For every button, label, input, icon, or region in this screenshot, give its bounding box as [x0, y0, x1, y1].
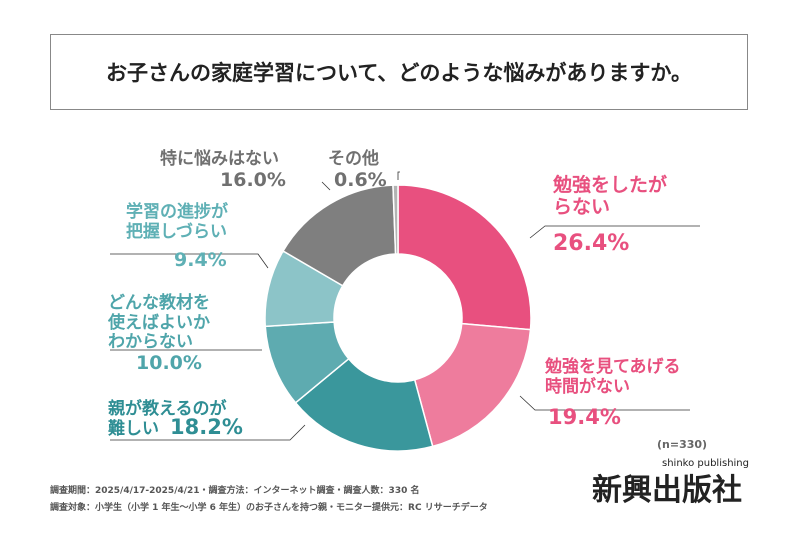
cat-1: 勉強を見てあげる時間がない: [545, 357, 681, 397]
leader-line-1: [519, 395, 690, 411]
cat-4: 学習の進捗が把握しづらい: [126, 202, 228, 242]
label-6: その他 0.6%: [328, 149, 387, 191]
leader-line-4: [110, 253, 269, 269]
value-4: 9.4%: [174, 249, 227, 272]
logo: 新興出版社: [592, 473, 742, 508]
value-1: 19.4%: [548, 405, 621, 430]
leader-line-6: [397, 171, 400, 180]
cat-3: どんな教材を使えばよいかわからない: [108, 293, 210, 353]
slice-1: [413, 322, 532, 448]
slice-6: [392, 184, 399, 255]
label-2: 親が教えるのが難しい 18.2%: [108, 399, 243, 439]
slice-0: [397, 184, 532, 331]
cat-5: 特に悩みはない: [160, 149, 279, 169]
value-3: 10.0%: [136, 351, 202, 374]
value-0: 26.4%: [553, 230, 630, 256]
cat-6: その他: [328, 149, 379, 169]
logo-sub: shinko publishing: [662, 458, 749, 469]
slice-2: [294, 357, 434, 452]
chart-title: お子さんの家庭学習について、どのような悩みがありますか。: [50, 34, 748, 110]
leader-line-5: [321, 181, 331, 191]
leader-line-0: [529, 225, 700, 239]
footer-target: 調査対象：小学生（小学 1 年生～小学 6 年生）のお子さんを持つ親・モニター提…: [50, 503, 488, 513]
label-4: 学習の進捗が把握しづらい 9.4%: [126, 202, 231, 272]
label-0: 勉強をしたがらない 26.4%: [553, 174, 671, 256]
sample-size: (n=330): [657, 438, 708, 451]
value-6: 0.6%: [334, 168, 387, 191]
label-5: 特に悩みはない 16.0%: [160, 149, 286, 191]
label-1: 勉強を見てあげる時間がない 19.4%: [545, 357, 695, 430]
label-3: どんな教材を使えばよいかわからない 10.0%: [108, 293, 213, 374]
footer-period: 調査期間：2025/4/17-2025/4/21・調査方法：インターネット調査・…: [50, 486, 420, 496]
value-5: 16.0%: [220, 168, 286, 191]
leader-line-2: [110, 424, 306, 441]
cat-2: 親が教えるのが難しい: [108, 399, 227, 439]
cat-0: 勉強をしたがらない: [553, 174, 668, 218]
value-2: 18.2%: [170, 414, 243, 439]
